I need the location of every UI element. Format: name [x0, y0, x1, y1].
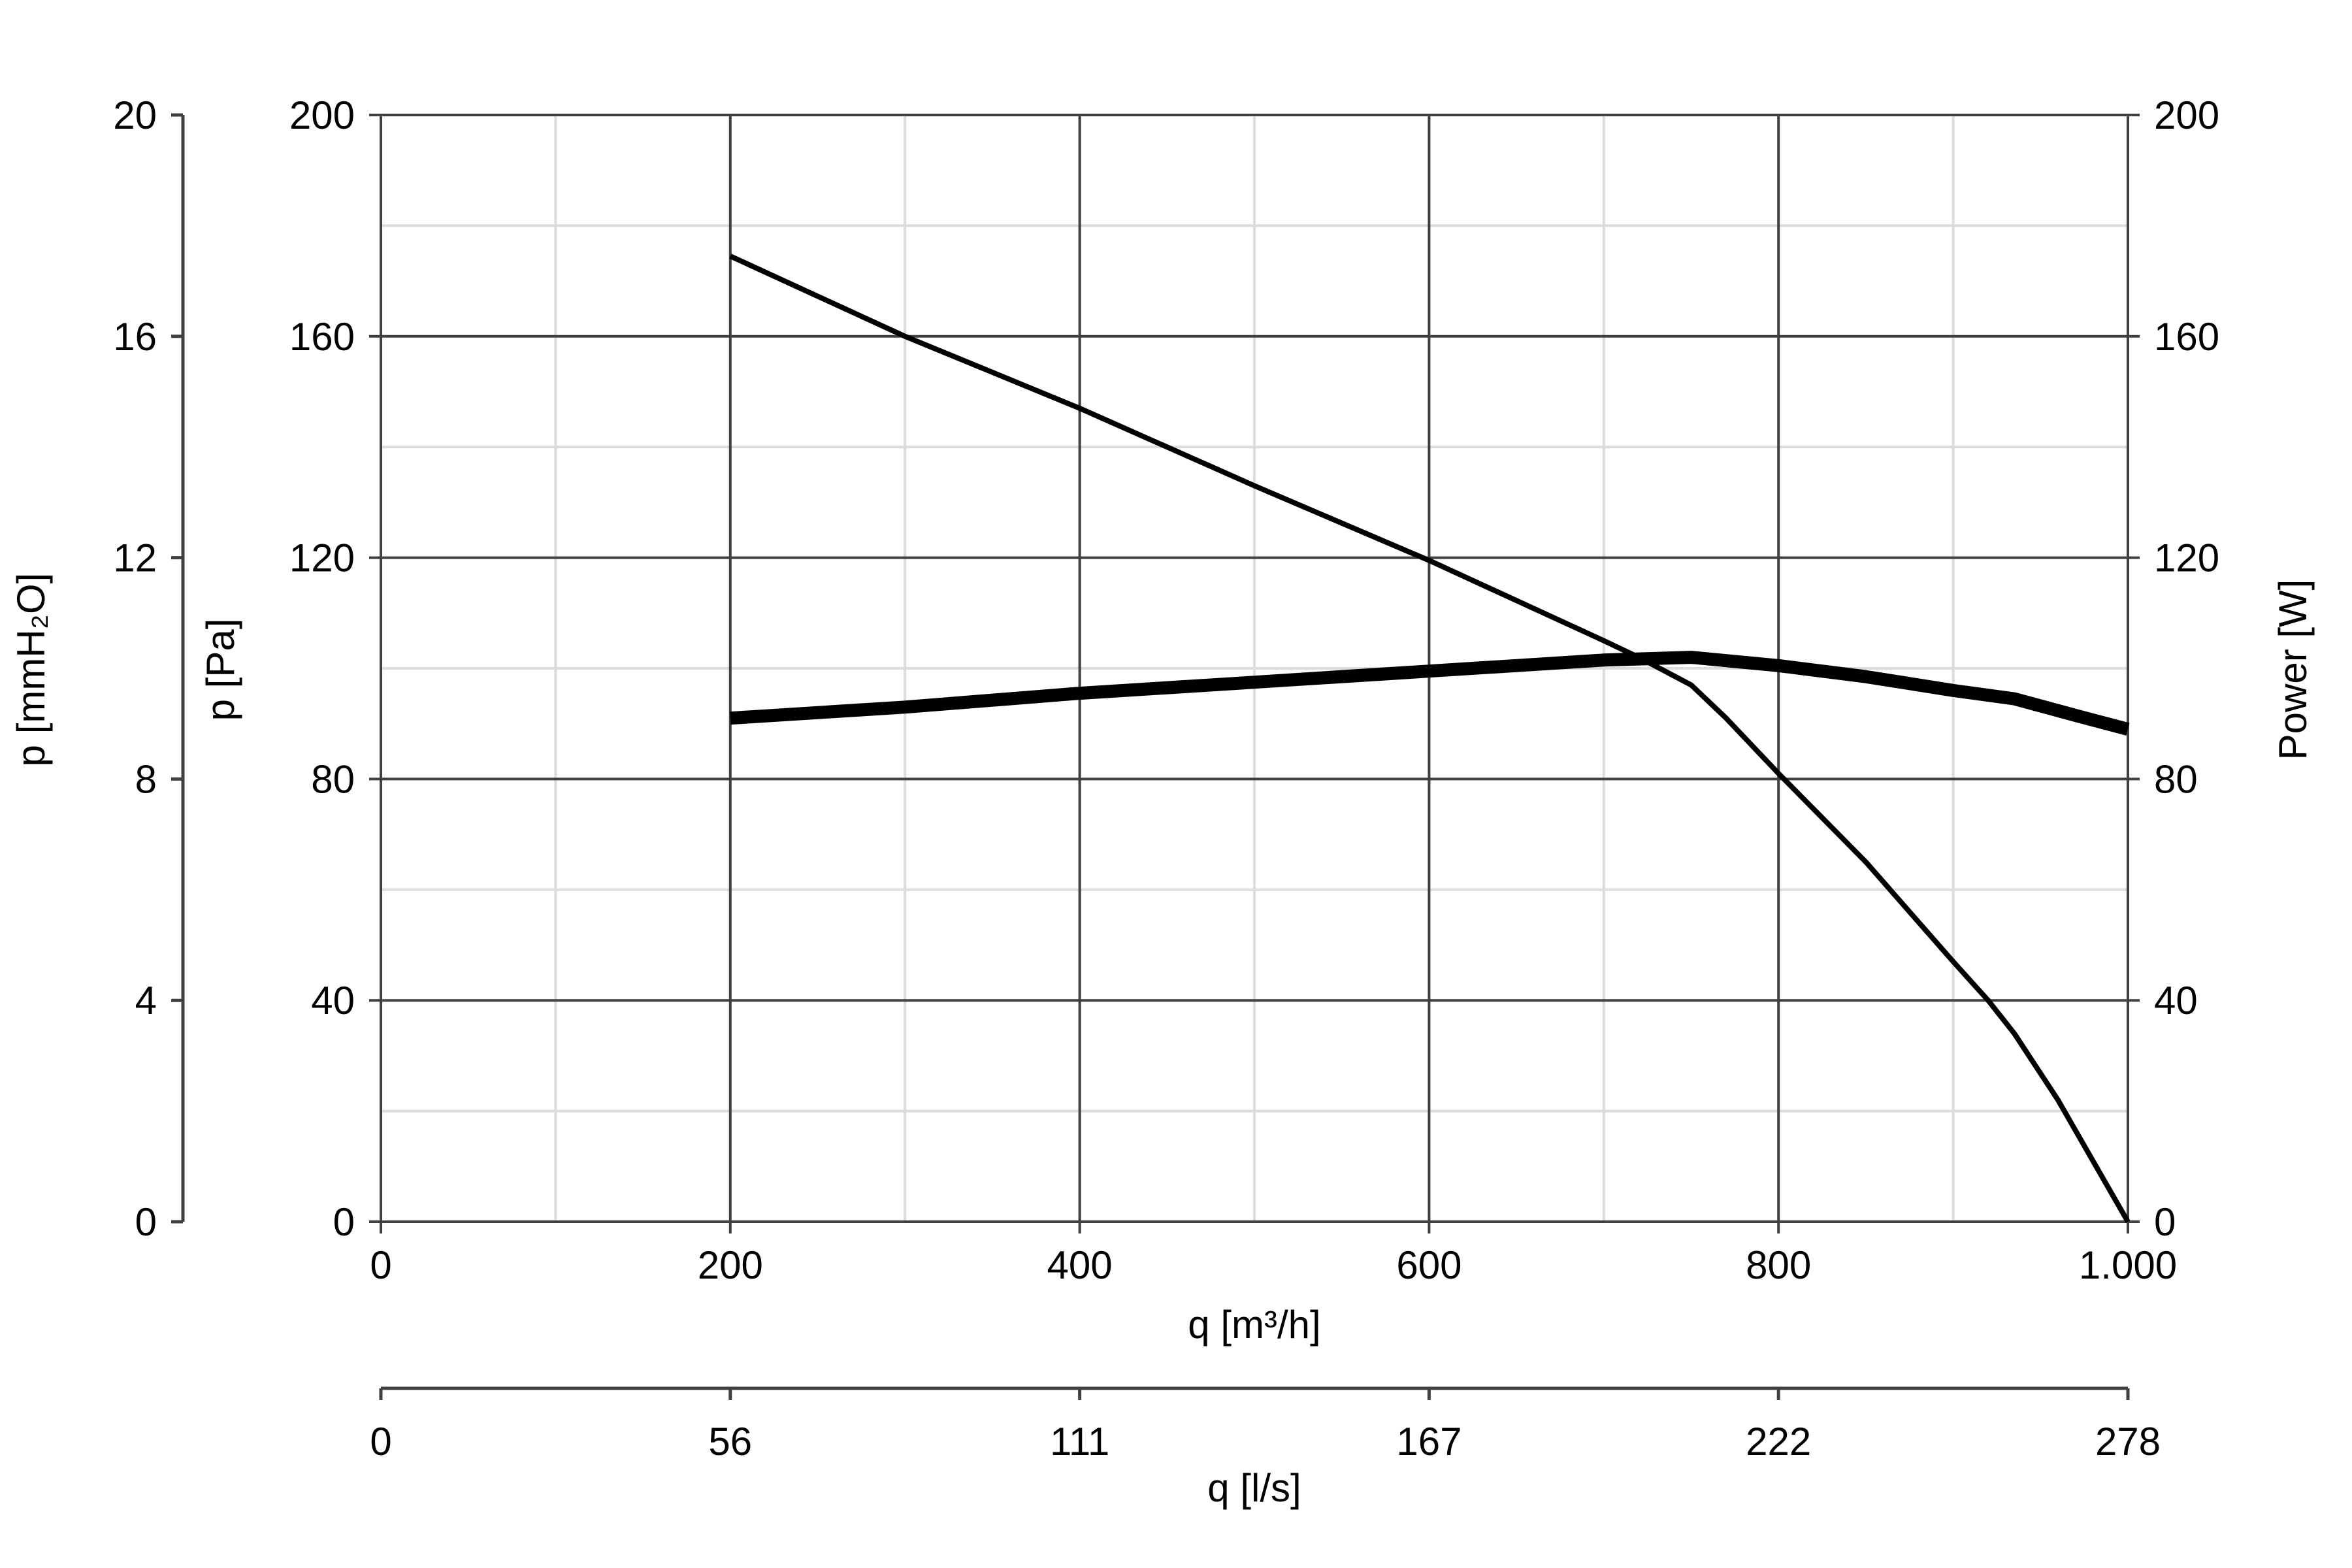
y-left-tick-label: 160: [289, 315, 355, 359]
x-secondary-axis-title: q [l/s]: [1207, 1466, 1301, 1510]
x-secondary-tick-label: 56: [708, 1420, 752, 1463]
y-right-tick-label: 80: [2154, 757, 2198, 801]
x-axis-title: q [m³/h]: [1188, 1303, 1320, 1347]
axes: [171, 113, 2130, 1400]
x-tick-label: 200: [698, 1243, 763, 1287]
y-outer-tick-label: 12: [113, 536, 157, 580]
y-outer-axis-title: p [mmH₂O]: [9, 573, 53, 767]
x-tick-label: 1.000: [2079, 1243, 2177, 1287]
data-series: [729, 253, 2131, 1223]
minor-gridlines: [381, 115, 2128, 1222]
pressure-curve-line: [729, 253, 2131, 1223]
x-secondary-tick-label: 111: [1050, 1420, 1109, 1463]
y-right-tick-label: 40: [2154, 979, 2198, 1022]
y-right-axis-title: Power [W]: [2271, 580, 2315, 760]
x-tick-label: 800: [1746, 1243, 1811, 1287]
y-left-tick-label: 200: [289, 93, 355, 137]
y-left-tick-label: 0: [333, 1200, 355, 1244]
y-left-tick-label: 80: [311, 757, 355, 801]
y-right-tick-label: 160: [2154, 315, 2219, 359]
x-secondary-tick-label: 222: [1746, 1420, 1811, 1463]
y-right-tick-label: 120: [2154, 536, 2219, 580]
y-right-tick-label: 200: [2154, 93, 2219, 137]
x-secondary-tick-label: 278: [2095, 1420, 2161, 1463]
y-right-tick-label: 0: [2154, 1200, 2176, 1244]
x-tick-label: 400: [1047, 1243, 1113, 1287]
y-outer-tick-label: 8: [135, 757, 157, 801]
y-left-tick-label: 40: [311, 979, 355, 1022]
x-tick-label: 0: [370, 1243, 391, 1287]
x-tick-label: 600: [1396, 1243, 1462, 1287]
y-left-tick-label: 120: [289, 536, 355, 580]
y-outer-tick-label: 0: [135, 1200, 157, 1244]
y-left-axis-title: p [Pa]: [199, 619, 242, 721]
power-curve-line: [730, 651, 2130, 736]
x-secondary-tick-label: 0: [370, 1420, 391, 1463]
y-outer-tick-label: 4: [135, 979, 157, 1022]
y-outer-tick-label: 16: [113, 315, 157, 359]
y-outer-tick-label: 20: [113, 93, 157, 137]
x-secondary-tick-label: 167: [1396, 1420, 1462, 1463]
